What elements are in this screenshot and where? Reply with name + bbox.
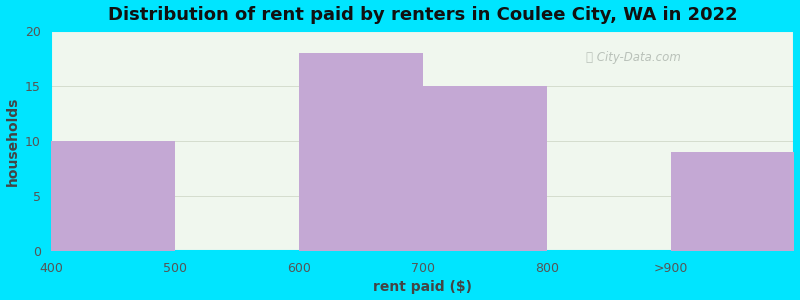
Title: Distribution of rent paid by renters in Coulee City, WA in 2022: Distribution of rent paid by renters in …: [108, 6, 738, 24]
Bar: [299, 53, 423, 251]
Text: Ⓞ City-Data.com: Ⓞ City-Data.com: [586, 51, 682, 64]
Bar: [423, 86, 546, 251]
Bar: [670, 152, 794, 251]
Y-axis label: households: households: [6, 96, 19, 186]
X-axis label: rent paid ($): rent paid ($): [374, 280, 473, 294]
Bar: [51, 141, 175, 251]
